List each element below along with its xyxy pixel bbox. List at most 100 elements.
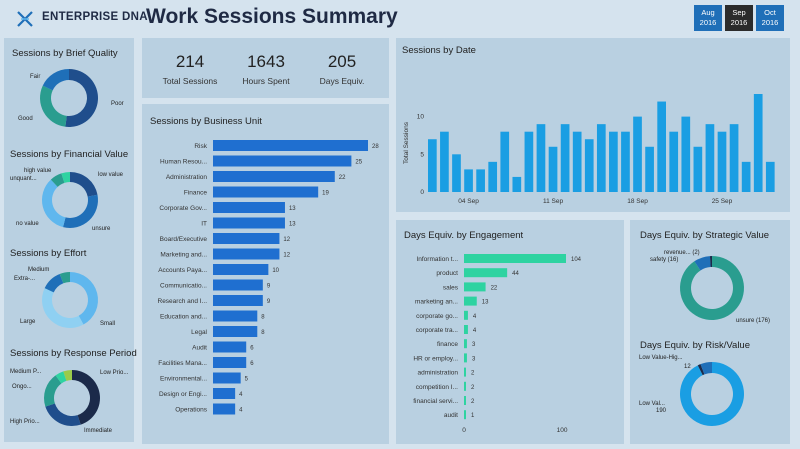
dna-icon [17, 11, 33, 27]
date-bar-19[interactable] [657, 101, 666, 192]
date-bar-5[interactable] [488, 161, 498, 192]
effort-slice-0[interactable] [70, 272, 99, 325]
response-period-slice-2[interactable] [43, 375, 62, 407]
date-bar-0[interactable] [428, 139, 437, 192]
date-bar-9[interactable] [536, 124, 546, 192]
strategic-value-slice-0[interactable] [680, 256, 744, 320]
date-bar-26[interactable] [741, 161, 751, 192]
date-bar-11[interactable] [560, 124, 570, 192]
date-bar-16[interactable] [621, 131, 630, 192]
risk-value-slice-2[interactable] [700, 362, 712, 375]
date-bar-13[interactable] [584, 139, 594, 192]
strategic-value-slice-2[interactable] [709, 256, 712, 268]
engagement-bar-3[interactable] [464, 296, 477, 306]
business-unit-bar-16[interactable] [213, 388, 236, 399]
date-bar-3[interactable] [464, 169, 473, 192]
date-bar-22[interactable] [693, 146, 703, 192]
engagement-bar-5[interactable] [464, 325, 468, 334]
title-effort: Sessions by Effort [10, 248, 87, 259]
financial-value-slice-2[interactable] [41, 179, 66, 228]
business-unit-bar-11[interactable] [213, 310, 258, 322]
business-unit-bar-4[interactable] [213, 202, 285, 213]
financial-value-slice-1[interactable] [63, 194, 98, 228]
business-unit-value-9: 9 [267, 284, 271, 290]
date-bar-1[interactable] [440, 131, 449, 192]
date-bar-20[interactable] [669, 131, 679, 192]
date-bar-12[interactable] [572, 131, 582, 192]
brief-quality-donut: Poor Good Fair [18, 69, 124, 127]
financial-value-label-4: high value [24, 168, 52, 174]
risk-value-slice-1[interactable] [697, 364, 705, 376]
date-bar-17[interactable] [633, 116, 642, 192]
business-unit-bar-8[interactable] [213, 264, 269, 275]
month-button-aug[interactable]: Aug 2016 [694, 5, 722, 31]
response-period-label-2: High Prio... [10, 419, 40, 425]
date-bar-7[interactable] [512, 176, 522, 192]
date-bar-2[interactable] [452, 154, 461, 192]
brief-quality-slice-1[interactable] [40, 85, 67, 127]
financial-value-slice-4[interactable] [61, 172, 70, 183]
engagement-bar-11[interactable] [464, 410, 466, 420]
date-bar-14[interactable] [596, 124, 606, 192]
effort-slice-2[interactable] [44, 273, 64, 293]
brief-quality-slice-0[interactable] [65, 69, 98, 127]
engagement-bar-9[interactable] [464, 381, 466, 391]
date-bar-21[interactable] [681, 116, 691, 192]
date-bar-8[interactable] [524, 131, 534, 192]
engagement-bar-6[interactable] [464, 339, 467, 349]
date-bar-6[interactable] [500, 131, 510, 192]
risk-value-slice-0[interactable] [680, 362, 744, 426]
brief-quality-slice-2[interactable] [42, 69, 69, 91]
business-unit-value-15: 5 [245, 377, 249, 383]
business-unit-bar-17[interactable] [213, 403, 236, 415]
date-bar-10[interactable] [548, 146, 558, 192]
business-unit-bar-5[interactable] [213, 217, 285, 229]
risk-value-value-2: 12 [684, 364, 691, 370]
engagement-bar-10[interactable] [464, 396, 466, 405]
date-bar-28[interactable] [765, 161, 775, 192]
date-bar-15[interactable] [609, 131, 618, 192]
effort-slice-1[interactable] [41, 288, 84, 328]
business-unit-bar-3[interactable] [213, 186, 319, 198]
business-unit-value-6: 12 [283, 237, 290, 243]
financial-value-slice-3[interactable] [50, 173, 65, 187]
date-bar-23[interactable] [705, 124, 715, 192]
business-unit-category-7: Marketing and... [160, 252, 207, 259]
date-bar-24[interactable] [717, 131, 727, 192]
date-bar-27[interactable] [753, 94, 763, 192]
business-unit-bar-13[interactable] [213, 341, 247, 353]
effort-donut: Small Large Medium Extra-... [14, 267, 115, 328]
business-unit-bar-10[interactable] [213, 295, 263, 306]
engagement-bar-0[interactable] [464, 254, 566, 263]
effort-slice-3[interactable] [59, 272, 70, 284]
business-unit-bar-14[interactable] [213, 357, 247, 368]
business-unit-bar-9[interactable] [213, 279, 263, 291]
engagement-category-4: corporate go... [416, 313, 458, 320]
business-unit-bar-7[interactable] [213, 248, 280, 260]
business-unit-bar-6[interactable] [213, 233, 280, 244]
date-bar-18[interactable] [645, 146, 654, 192]
engagement-bar-2[interactable] [464, 282, 486, 292]
engagement-bar-7[interactable] [464, 353, 467, 363]
engagement-value-10: 2 [471, 399, 475, 405]
engagement-bar-8[interactable] [464, 367, 466, 377]
strategic-value-slice-1[interactable] [694, 256, 711, 271]
response-period-slice-4[interactable] [63, 370, 72, 381]
kpi-days-equiv-label: Days Equiv. [319, 76, 365, 86]
response-period-slice-0[interactable] [72, 370, 101, 425]
month-button-oct[interactable]: Oct 2016 [756, 5, 784, 31]
business-unit-bar-2[interactable] [213, 171, 335, 182]
engagement-bar-4[interactable] [464, 310, 468, 320]
business-unit-bar-12[interactable] [213, 326, 258, 337]
date-bar-25[interactable] [729, 124, 739, 192]
response-period-slice-3[interactable] [55, 371, 67, 384]
risk-value-value-0: 190 [656, 408, 667, 414]
date-bar-4[interactable] [476, 169, 485, 192]
month-button-sep[interactable]: Sep 2016 [725, 5, 753, 31]
business-unit-bar-1[interactable] [213, 155, 352, 167]
engagement-bar-1[interactable] [464, 268, 508, 278]
response-period-slice-1[interactable] [45, 403, 81, 426]
business-unit-bar-15[interactable] [213, 372, 241, 384]
financial-value-slice-0[interactable] [70, 172, 98, 197]
business-unit-bar-0[interactable] [213, 140, 368, 151]
